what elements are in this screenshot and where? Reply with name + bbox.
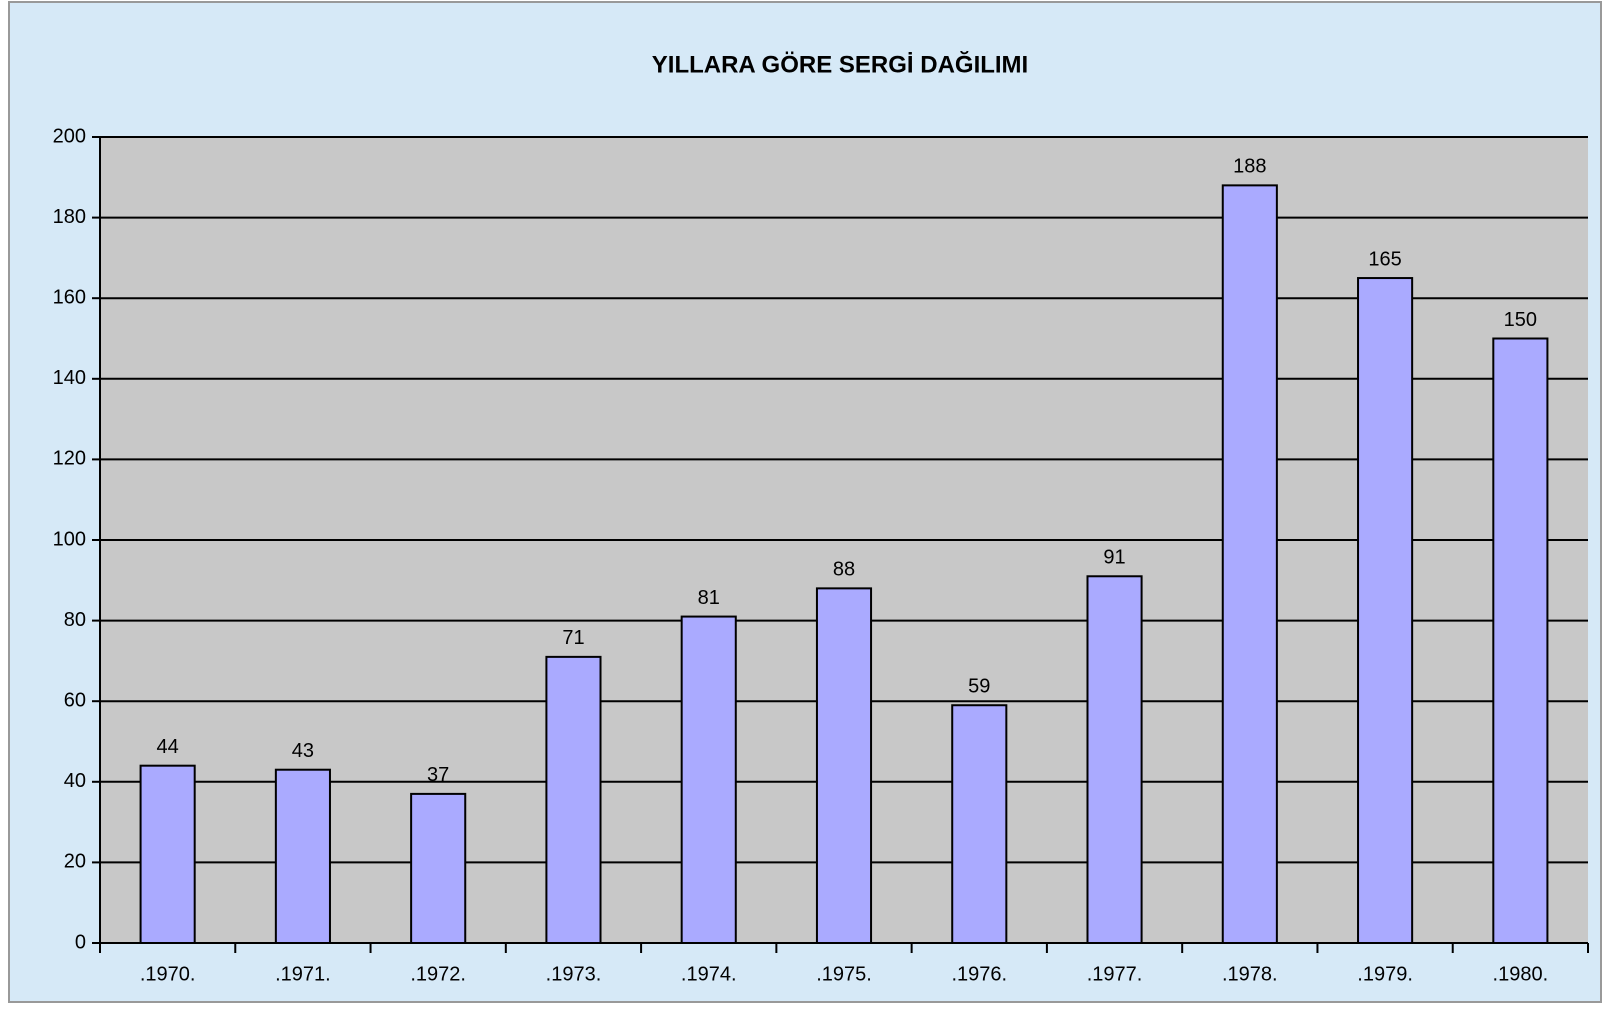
data-label: 71 [562,627,584,649]
y-tick-label: 60 [64,689,86,711]
x-tick-label: .1974. [681,963,737,985]
bar [1357,277,1414,944]
x-tick-label: .1980. [1493,963,1549,985]
bar [545,655,602,944]
x-tick-label: .1978. [1222,963,1278,985]
x-tick-label: .1975. [816,963,872,985]
bar [1086,575,1143,945]
data-label: 150 [1504,309,1537,331]
data-label: 44 [157,736,179,758]
y-tick-label: 20 [64,851,86,873]
y-tick-label: 140 [53,367,86,389]
y-tick-label: 160 [53,286,86,308]
bar [951,704,1008,944]
bar [680,615,737,944]
data-label: 59 [968,676,990,698]
data-label: 81 [698,587,720,609]
data-label: 91 [1103,547,1125,569]
y-tick-label: 40 [64,770,86,792]
data-label: 37 [427,764,449,786]
bar [815,587,873,944]
x-tick-label: .1972. [410,963,466,985]
data-label: 43 [292,740,314,762]
x-tick-label: .1979. [1357,963,1413,985]
data-label: 188 [1233,156,1266,178]
y-tick-label: 120 [53,448,86,470]
x-tick-label: .1973. [546,963,602,985]
bar [139,764,196,944]
bar [1221,184,1278,945]
y-tick-label: 200 [53,125,86,147]
x-tick-label: .1977. [1087,963,1143,985]
bar [1492,337,1549,944]
chart-title: YILLARA GÖRE SERGİ DAĞILIMI [652,50,1028,78]
y-tick-label: 180 [53,206,86,228]
bar [410,792,467,945]
y-tick-label: 0 [75,931,86,953]
x-tick-label: .1976. [951,963,1007,985]
bar [274,768,331,945]
x-tick-label: .1971. [275,963,331,985]
data-label: 165 [1368,248,1401,270]
y-tick-label: 100 [53,528,86,550]
y-tick-label: 80 [64,609,86,631]
data-label: 88 [833,559,855,581]
x-tick-label: .1970. [140,963,196,985]
